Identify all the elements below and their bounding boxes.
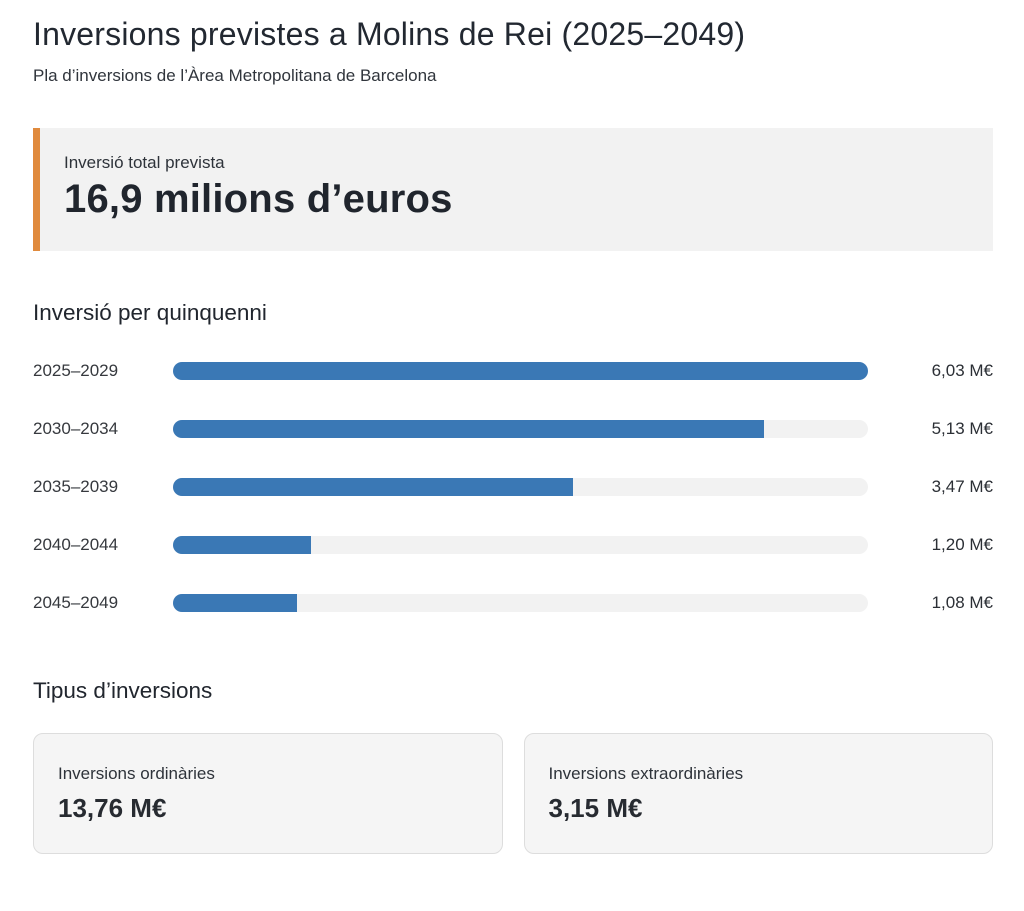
total-investment-value: 16,9 milions d’euros bbox=[64, 177, 453, 222]
types-section-title: Tipus d’inversions bbox=[33, 678, 213, 704]
bar-value-label: 6,03 M€ bbox=[931, 361, 993, 381]
bar-row: 2025–2029 6,03 M€ bbox=[33, 361, 993, 381]
bar-row: 2030–2034 5,13 M€ bbox=[33, 419, 993, 439]
page-subtitle: Pla d’inversions de l’Àrea Metropolitana… bbox=[33, 66, 437, 86]
bar-category-label: 2040–2044 bbox=[33, 535, 119, 555]
bar-track bbox=[173, 362, 868, 381]
bar-value-label: 1,20 M€ bbox=[931, 535, 993, 555]
bar-fill bbox=[173, 536, 312, 555]
extraordinary-investments-label: Inversions extraordinàries bbox=[548, 764, 744, 784]
ordinary-investments-label: Inversions ordinàries bbox=[58, 764, 215, 784]
bar-value-label: 1,08 M€ bbox=[931, 593, 993, 613]
bar-fill bbox=[173, 362, 868, 381]
horizontal-bar-chart: 2025–2029 6,03 M€ 2030–2034 5,13 M€ 2035… bbox=[33, 361, 993, 613]
total-investment-label: Inversió total prevista bbox=[64, 153, 225, 173]
bar-fill bbox=[173, 594, 298, 613]
bar-category-label: 2025–2029 bbox=[33, 361, 119, 381]
bar-track bbox=[173, 536, 868, 555]
bar-value-label: 5,13 M€ bbox=[931, 419, 993, 439]
bar-row: 2035–2039 3,47 M€ bbox=[33, 477, 993, 497]
bar-track bbox=[173, 420, 868, 439]
bar-category-label: 2030–2034 bbox=[33, 419, 119, 439]
ordinary-investments-value: 13,76 M€ bbox=[58, 793, 167, 824]
extraordinary-investments-card: Inversions extraordinàries 3,15 M€ bbox=[523, 733, 993, 855]
investment-types-section: Tipus d’inversions Inversions ordinàries… bbox=[33, 678, 993, 855]
bar-fill bbox=[173, 420, 765, 439]
page-title: Inversions previstes a Molins de Rei (20… bbox=[33, 16, 746, 52]
ordinary-investments-card: Inversions ordinàries 13,76 M€ bbox=[33, 733, 503, 855]
bar-track bbox=[173, 478, 868, 497]
investment-type-cards: Inversions ordinàries 13,76 M€ Inversion… bbox=[33, 733, 993, 855]
bar-row: 2045–2049 1,08 M€ bbox=[33, 593, 993, 613]
bar-category-label: 2045–2049 bbox=[33, 593, 119, 613]
bar-fill bbox=[173, 478, 573, 497]
bar-value-label: 3,47 M€ bbox=[931, 477, 993, 497]
total-investment-panel: Inversió total prevista 16,9 milions d’e… bbox=[33, 128, 993, 252]
bar-row: 2040–2044 1,20 M€ bbox=[33, 535, 993, 555]
investment-by-period-section: Inversió per quinquenni 2025–2029 6,03 M… bbox=[33, 300, 993, 613]
bar-track bbox=[173, 594, 868, 613]
bars-section-title: Inversió per quinquenni bbox=[33, 300, 267, 326]
extraordinary-investments-value: 3,15 M€ bbox=[548, 793, 643, 824]
bar-category-label: 2035–2039 bbox=[33, 477, 119, 497]
